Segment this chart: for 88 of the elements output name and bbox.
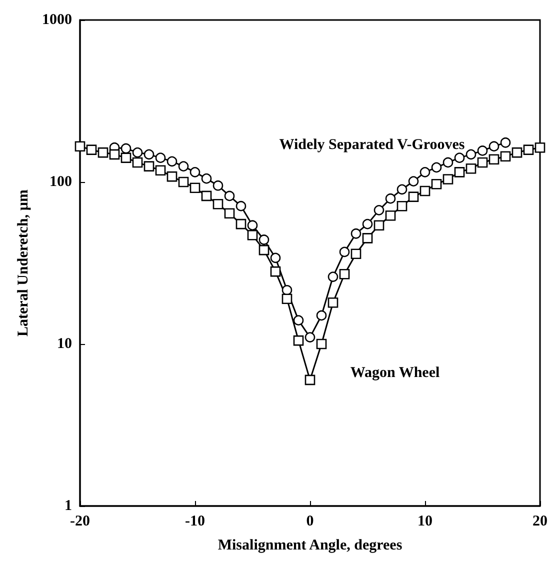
x-axis-title: Misalignment Angle, degrees bbox=[218, 538, 402, 554]
point bbox=[178, 176, 189, 188]
point bbox=[420, 167, 430, 178]
point bbox=[408, 176, 419, 186]
point bbox=[328, 272, 338, 282]
point bbox=[190, 182, 200, 194]
point bbox=[236, 200, 246, 212]
point bbox=[258, 244, 270, 256]
point bbox=[201, 190, 212, 202]
point bbox=[466, 149, 476, 160]
point bbox=[293, 335, 304, 346]
point bbox=[374, 220, 384, 230]
point bbox=[466, 163, 476, 174]
y-tick-label: 100 bbox=[50, 174, 72, 190]
point bbox=[270, 252, 281, 264]
point bbox=[534, 142, 546, 153]
point bbox=[120, 152, 132, 163]
point bbox=[98, 147, 108, 158]
x-tick-label: 10 bbox=[418, 514, 432, 530]
point bbox=[120, 143, 132, 154]
point bbox=[385, 193, 396, 204]
point bbox=[224, 208, 235, 219]
y-tick-label: 1 bbox=[64, 498, 72, 514]
point bbox=[270, 266, 281, 277]
x-tick-label: -20 bbox=[70, 514, 90, 530]
point bbox=[132, 147, 143, 158]
point bbox=[396, 184, 408, 195]
point bbox=[155, 165, 166, 176]
point bbox=[247, 220, 258, 230]
point bbox=[431, 162, 442, 173]
point bbox=[339, 268, 350, 280]
point bbox=[166, 156, 178, 167]
point bbox=[109, 149, 120, 160]
point bbox=[488, 141, 500, 152]
point bbox=[350, 248, 362, 260]
point bbox=[190, 167, 200, 178]
point bbox=[420, 186, 430, 196]
point bbox=[431, 178, 442, 190]
point bbox=[442, 157, 454, 168]
point bbox=[362, 233, 373, 244]
y-tick-label: 1000 bbox=[42, 12, 72, 28]
point bbox=[224, 190, 235, 202]
point bbox=[86, 144, 97, 155]
point bbox=[258, 234, 270, 245]
point bbox=[304, 332, 316, 342]
point bbox=[523, 144, 534, 155]
point bbox=[293, 315, 304, 326]
point bbox=[500, 151, 511, 162]
point bbox=[282, 294, 292, 304]
point bbox=[304, 374, 316, 386]
point bbox=[512, 147, 522, 158]
y-tick-label: 10 bbox=[57, 336, 72, 352]
point bbox=[339, 246, 350, 258]
point bbox=[454, 152, 465, 163]
point bbox=[247, 230, 258, 240]
point bbox=[144, 161, 154, 172]
point bbox=[362, 218, 373, 230]
point bbox=[166, 171, 178, 182]
point bbox=[454, 167, 465, 178]
point bbox=[477, 157, 488, 168]
point bbox=[201, 173, 212, 184]
point bbox=[74, 141, 86, 152]
point bbox=[477, 146, 488, 156]
point bbox=[155, 152, 166, 163]
point bbox=[350, 228, 362, 239]
point bbox=[396, 200, 408, 212]
x-tick-label: -10 bbox=[185, 514, 205, 530]
point bbox=[385, 210, 396, 221]
point bbox=[316, 310, 327, 321]
annotation: Wagon Wheel bbox=[350, 365, 440, 381]
y-axis-title: Lateral Underetch, µm bbox=[16, 188, 32, 337]
x-tick-label: 20 bbox=[532, 514, 548, 530]
point bbox=[316, 338, 327, 350]
point bbox=[488, 154, 500, 164]
point bbox=[144, 149, 154, 160]
point bbox=[374, 205, 384, 216]
point bbox=[212, 198, 224, 210]
point bbox=[282, 284, 292, 296]
point bbox=[442, 174, 454, 184]
point bbox=[408, 192, 419, 202]
point bbox=[132, 157, 143, 168]
point bbox=[500, 137, 511, 148]
annotation: Widely Separated V-Grooves bbox=[279, 137, 465, 153]
point bbox=[178, 161, 189, 172]
x-tick-label: 0 bbox=[306, 514, 314, 530]
point bbox=[236, 218, 246, 230]
point bbox=[212, 180, 224, 191]
point bbox=[328, 297, 338, 308]
